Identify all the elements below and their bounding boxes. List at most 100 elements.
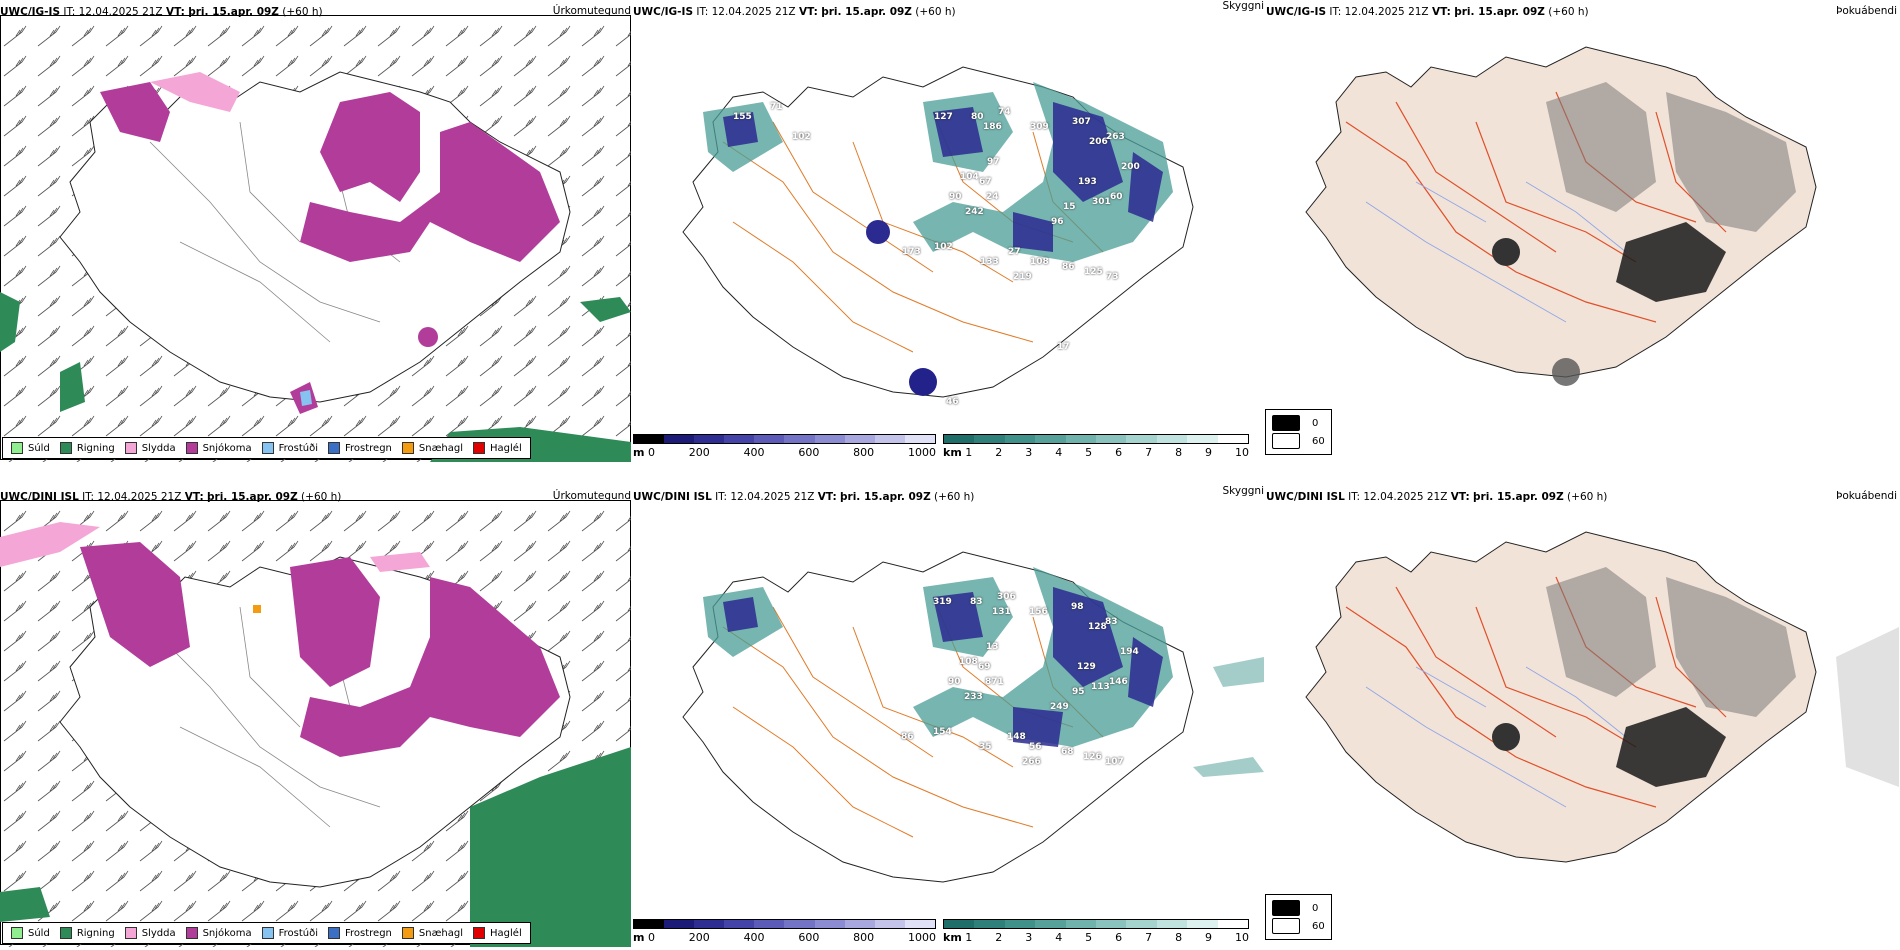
it-label: IT: xyxy=(715,491,728,503)
model-name: UWC/DINI ISL xyxy=(1266,491,1345,503)
visibility-value-label: 206 xyxy=(1089,137,1108,147)
lead-time: (+60 h) xyxy=(1548,6,1589,18)
vt-value: þri. 15.apr. 09Z xyxy=(1454,6,1545,18)
visibility-labels: 319 83 306 156 98 128 83 131 108 13 69 194 129 233 113… xyxy=(633,485,1266,950)
panel-header: UWC/IG-IS IT: 12.04.2025 21Z VT: þri. 15… xyxy=(633,5,1266,19)
visibility-value-label: 871 xyxy=(985,677,1004,687)
visibility-value-label: 126 xyxy=(1083,752,1102,762)
vt-label: VT: xyxy=(165,6,185,18)
it-value: 12.04.2025 21Z xyxy=(78,6,163,18)
model-name: UWC/IG-IS xyxy=(0,6,61,18)
legend-item: Rigning xyxy=(59,442,115,454)
panel-header: UWC/DINI ISL IT: 12.04.2025 21Z VT: þri.… xyxy=(1266,490,1899,504)
visibility-value-label: 98 xyxy=(1071,602,1084,612)
precip-map xyxy=(0,22,631,462)
lead-time: (+60 h) xyxy=(1567,491,1608,503)
visibility-value-label: 90 xyxy=(949,192,962,202)
visibility-value-label: 249 xyxy=(1050,702,1069,712)
visibility-value-label: 306 xyxy=(997,592,1016,602)
visibility-value-label: 86 xyxy=(1062,262,1075,272)
legend-item: Súld xyxy=(11,442,50,454)
elevation-colorbar: m 0 200 400 600 800 1000 xyxy=(633,434,936,459)
visibility-value-label: 83 xyxy=(970,597,983,607)
vt-label: VT: xyxy=(1431,6,1451,18)
legend-swatch xyxy=(185,442,198,454)
visibility-value-label: 155 xyxy=(733,112,752,122)
legend-swatch xyxy=(473,927,486,939)
visibility-value-label: 263 xyxy=(1106,132,1125,142)
visibility-map xyxy=(682,66,1194,398)
lead-time: (+60 h) xyxy=(915,6,956,18)
legend-item: Snæhagl xyxy=(401,442,463,454)
legend-swatch xyxy=(261,927,274,939)
visibility-value-label: 86 xyxy=(901,732,914,742)
vt-value: þri. 15.apr. 09Z xyxy=(1473,491,1564,503)
panel-title: Skyggni xyxy=(1222,485,1265,497)
panel-header: UWC/DINI ISL IT: 12.04.2025 21Z VT: þri.… xyxy=(633,490,1266,504)
visibility-value-label: 156 xyxy=(1029,607,1048,617)
panel-header: UWC/DINI ISL IT: 12.04.2025 21Z VT: þri.… xyxy=(0,490,633,504)
panel-title: Úrkomutegund xyxy=(552,490,631,502)
visibility-value-label: 319 xyxy=(933,597,952,607)
visibility-value-label: 131 xyxy=(992,607,1011,617)
it-label: IT: xyxy=(63,6,76,18)
visibility-value-label: 56 xyxy=(1029,742,1042,752)
legend-swatch xyxy=(261,442,274,454)
visibility-value-label: 60 xyxy=(1110,192,1123,202)
visibility-value-label: 186 xyxy=(983,122,1002,132)
panel-header: UWC/IG-IS IT: 12.04.2025 21Z VT: þri. 15… xyxy=(1266,5,1899,19)
it-value: 12.04.2025 21Z xyxy=(730,491,815,503)
it-label: IT: xyxy=(696,6,709,18)
visibility-panel-top: UWC/IG-IS IT: 12.04.2025 21Z VT: þri. 15… xyxy=(633,0,1266,465)
vt-label: VT: xyxy=(798,6,818,18)
vt-label: VT: xyxy=(184,491,204,503)
visibility-value-label: 154 xyxy=(933,727,952,737)
visibility-value-label: 129 xyxy=(1077,662,1096,672)
visibility-value-label: 173 xyxy=(902,247,921,257)
visibility-value-label: 193 xyxy=(1078,177,1097,187)
model-name: UWC/DINI ISL xyxy=(0,491,79,503)
it-value: 12.04.2025 21Z xyxy=(1363,491,1448,503)
precip-legend: Súld Rigning Slydda Snjókoma Frostúði Fr… xyxy=(2,437,531,459)
visibility-value-label: 146 xyxy=(1109,677,1128,687)
vt-label: VT: xyxy=(817,491,837,503)
visibility-bar xyxy=(943,919,1249,929)
visibility-value-label: 67 xyxy=(979,177,992,187)
legend-swatch xyxy=(328,442,340,454)
lead-time: (+60 h) xyxy=(282,6,323,18)
visibility-map xyxy=(682,551,1264,883)
vt-label: VT: xyxy=(1450,491,1470,503)
visibility-value-label: 128 xyxy=(1088,622,1107,632)
precip-legend: Súld Rigning Slydda Snjókoma Frostúði Fr… xyxy=(2,922,531,944)
fog-panel-bottom: UWC/DINI ISL IT: 12.04.2025 21Z VT: þri.… xyxy=(1266,485,1899,950)
it-label: IT: xyxy=(82,491,95,503)
panel-title: Þokuábendi xyxy=(1836,490,1897,502)
visibility-value-label: 17 xyxy=(1057,342,1070,352)
visibility-value-label: 200 xyxy=(1121,162,1140,172)
visibility-value-label: 15 xyxy=(1063,202,1076,212)
visibility-value-label: 24 xyxy=(986,192,999,202)
visibility-value-label: 69 xyxy=(978,662,991,672)
precip-panel-top: UWC/IG-IS IT: 12.04.2025 21Z VT: þri. 15… xyxy=(0,0,633,465)
legend-item: Frostúði xyxy=(261,927,318,939)
model-name: UWC/DINI ISL xyxy=(633,491,712,503)
lead-time: (+60 h) xyxy=(301,491,342,503)
visibility-value-label: 104 xyxy=(960,172,979,182)
fog-map xyxy=(1305,531,1899,863)
panel-title: Úrkomutegund xyxy=(552,5,631,17)
fog-legend-top: 0 60 xyxy=(1265,409,1332,455)
panel-header: UWC/IG-IS IT: 12.04.2025 21Z VT: þri. 15… xyxy=(0,5,633,19)
model-name: UWC/IG-IS xyxy=(633,6,694,18)
legend-item: Rigning xyxy=(59,927,115,939)
fog-swatch xyxy=(1272,900,1300,916)
lead-time: (+60 h) xyxy=(934,491,975,503)
visibility-bar xyxy=(943,434,1249,444)
fog-swatch xyxy=(1272,415,1300,431)
legend-swatch xyxy=(473,442,486,454)
legend-item: Frostúði xyxy=(261,442,318,454)
visibility-colorbar: km 1 2 3 4 5 6 7 8 9 10 xyxy=(943,919,1249,944)
visibility-value-label: 309 xyxy=(1030,122,1049,132)
legend-item: Snjókoma xyxy=(185,442,252,454)
legend-item: Snæhagl xyxy=(401,927,463,939)
fog-panel-top: UWC/IG-IS IT: 12.04.2025 21Z VT: þri. 15… xyxy=(1266,0,1899,465)
